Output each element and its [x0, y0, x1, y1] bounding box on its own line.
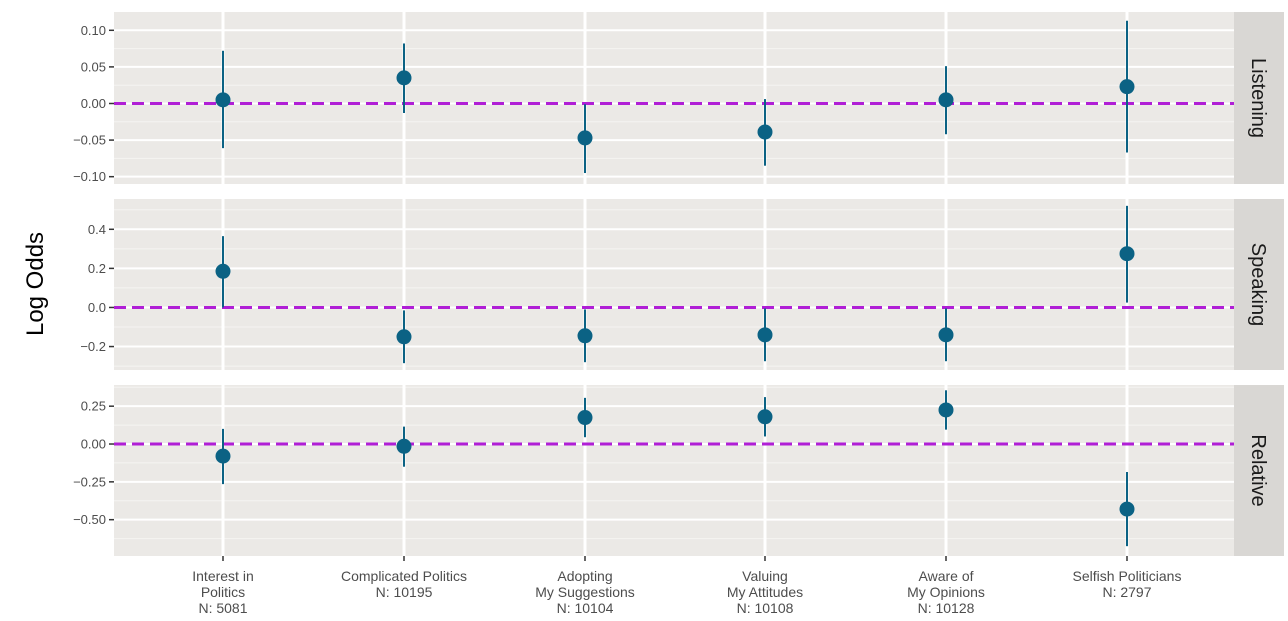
y-tick-label: 0.2	[88, 261, 106, 276]
x-tick-label-2: Complicated Politics N: 10195	[341, 568, 467, 600]
y-tick-label: 0.10	[81, 23, 106, 38]
facet-strip-label: Listening	[1247, 58, 1269, 138]
x-tick-label-line: My Attitudes	[727, 584, 803, 600]
facet-strip-label: Speaking	[1247, 243, 1269, 326]
x-tick-label-line: Aware of	[919, 568, 974, 584]
estimate-point-6	[1119, 246, 1135, 262]
facet-strip	[1234, 12, 1284, 184]
facet-strip	[1234, 385, 1284, 556]
estimate-point-5	[938, 327, 954, 343]
estimate-point-2	[396, 438, 412, 454]
estimate-point-1	[215, 448, 231, 464]
y-tick-label: 0.05	[81, 59, 106, 74]
x-tick-label-line: Selfish Politicians	[1073, 568, 1182, 584]
x-tick-label-line: N: 10108	[737, 600, 794, 616]
panel-background	[114, 385, 1234, 556]
x-tick-label-line: N: 5081	[198, 600, 247, 616]
x-tick-label-4: Valuing My Attitudes N: 10108	[727, 568, 803, 616]
x-tick-label-line: Interest in	[192, 568, 253, 584]
y-tick-label: −0.05	[73, 133, 106, 148]
x-tick-label-1: Interest in Politics N: 5081	[192, 568, 253, 616]
estimate-point-5	[938, 92, 954, 108]
y-tick-label: 0.25	[81, 399, 106, 414]
estimate-point-2	[396, 329, 412, 345]
y-tick-label: 0.00	[81, 96, 106, 111]
x-tick-label-5: Aware of My Opinions N: 10128	[907, 568, 985, 616]
estimate-point-6	[1119, 79, 1135, 95]
estimate-point-3	[577, 130, 593, 146]
estimate-point-6	[1119, 501, 1135, 517]
x-tick-label-3: Adopting My Suggestions N: 10104	[535, 568, 635, 616]
x-tick-label-line: Adopting	[557, 568, 612, 584]
estimate-point-3	[577, 410, 593, 426]
estimate-point-4	[757, 327, 773, 343]
y-tick-label: −0.10	[73, 169, 106, 184]
estimate-point-1	[215, 92, 231, 108]
x-tick-label-line: N: 10104	[557, 600, 614, 616]
y-tick-label: −0.25	[73, 474, 106, 489]
facet-panel-speaking: 0.4 0.2 0.0 −0.2 Speaking	[80, 199, 1284, 370]
y-tick-label: 0.4	[88, 222, 106, 237]
estimate-point-3	[577, 328, 593, 344]
x-tick-label-6: Selfish Politicians N: 2797	[1073, 568, 1182, 600]
x-tick-label-line: Politics	[201, 584, 245, 600]
x-tick-label-line: N: 2797	[1102, 584, 1151, 600]
panel-background	[114, 12, 1234, 184]
facet-strip	[1234, 199, 1284, 370]
x-tick-label-line: Valuing	[742, 568, 788, 584]
x-tick-label-line: My Opinions	[907, 584, 985, 600]
y-tick-label: 0.00	[81, 437, 106, 452]
estimate-point-5	[938, 402, 954, 418]
estimate-point-1	[215, 263, 231, 279]
panel-background	[114, 199, 1234, 370]
x-tick-label-line: N: 10195	[376, 584, 433, 600]
y-tick-label: −0.50	[73, 512, 106, 527]
y-tick-label: −0.2	[80, 339, 106, 354]
y-axis-title: Log Odds	[22, 232, 49, 336]
estimate-point-2	[396, 70, 412, 86]
y-tick-label: 0.0	[88, 300, 106, 315]
facet-panel-listening: 0.10 0.05 0.00 −0.05 −0.10 Listening	[73, 12, 1284, 184]
estimate-point-4	[757, 124, 773, 140]
x-tick-label-line: Complicated Politics	[341, 568, 467, 584]
x-tick-label-line: N: 10128	[918, 600, 975, 616]
facet-strip-label: Relative	[1247, 434, 1269, 506]
estimate-point-4	[757, 409, 773, 425]
facet-panel-relative: 0.25 0.00 −0.25 −0.50 Relative	[73, 385, 1284, 556]
x-tick-label-line: My Suggestions	[535, 584, 635, 600]
